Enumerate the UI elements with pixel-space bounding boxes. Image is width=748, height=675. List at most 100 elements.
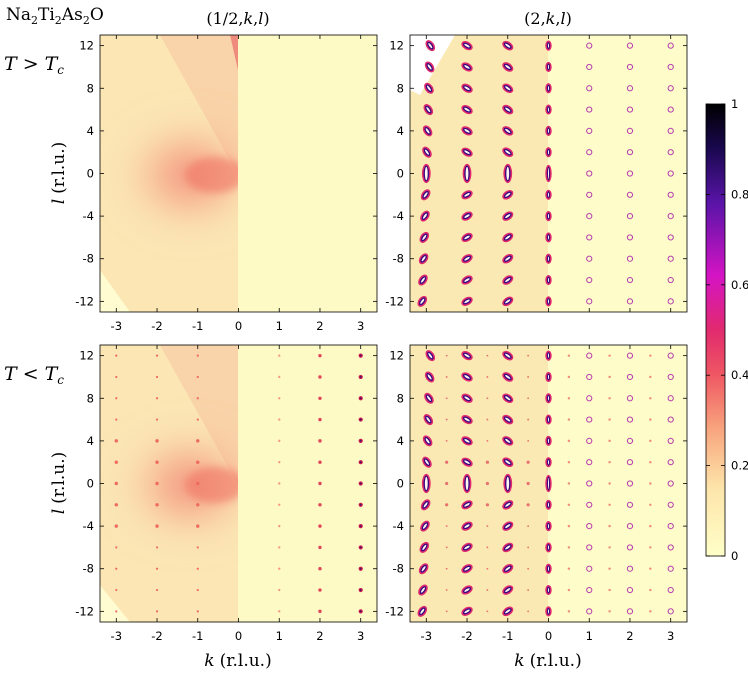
x-tick-label: 1 <box>276 319 283 333</box>
peak-center <box>505 545 511 550</box>
peak-dot <box>527 567 530 570</box>
peak-dot <box>486 589 489 591</box>
peak-ring <box>667 85 674 92</box>
peak-dot <box>649 503 652 507</box>
peak-center <box>548 438 549 443</box>
peak-dot <box>608 375 611 379</box>
peak-ring <box>667 234 674 241</box>
peak-center <box>464 65 470 69</box>
peak-center <box>505 43 511 48</box>
peak-center <box>425 459 429 465</box>
peak-ring <box>667 544 674 551</box>
peak-center <box>548 235 549 240</box>
peak-dot <box>115 567 118 570</box>
peak-dot <box>526 503 530 507</box>
peak-ring <box>586 586 593 594</box>
peak-ring <box>586 544 593 551</box>
peak-ring <box>586 416 593 423</box>
peak-dot <box>527 546 530 549</box>
peak-dot <box>445 439 448 442</box>
peak-center <box>548 477 549 490</box>
peak-center <box>465 476 469 491</box>
peak-dot <box>608 460 611 464</box>
panel-bottom-left <box>100 345 377 622</box>
colorbar: 1 0.8 0.6 0.4 0.2 0 <box>705 97 748 563</box>
peak-dot <box>155 524 159 528</box>
peak-dot <box>196 418 199 421</box>
peak-dot <box>608 610 611 613</box>
peak-center <box>427 64 432 70</box>
peak-center <box>464 609 470 614</box>
y-tick-label: -8 <box>393 562 404 576</box>
peak-center <box>423 502 428 508</box>
peak-dot <box>608 567 611 570</box>
peak-ring <box>626 395 634 402</box>
peak-dot <box>115 546 118 549</box>
peak-dot <box>527 589 530 591</box>
peak-center <box>505 214 511 219</box>
peak-dot <box>359 610 362 613</box>
peak-center <box>548 167 549 180</box>
peak-dot <box>527 354 530 357</box>
peak-dot <box>608 503 611 507</box>
peak-dot <box>196 588 199 592</box>
peak-dot <box>155 460 159 464</box>
peak-center <box>548 192 549 197</box>
y-tick-label: 12 <box>389 349 404 363</box>
peak-dot <box>196 397 199 400</box>
peak-dot <box>608 588 611 592</box>
peak-dot <box>115 588 118 592</box>
peak-dot <box>115 610 118 613</box>
peak-center <box>548 374 549 380</box>
peak-dot <box>486 376 489 378</box>
peak-ring <box>586 298 593 305</box>
peak-ring <box>626 501 634 508</box>
x-tick-label: -1 <box>192 319 203 333</box>
peak-ring <box>626 127 634 134</box>
peak-center <box>548 587 549 593</box>
peak-ring <box>586 352 593 359</box>
peak-ring <box>667 586 674 594</box>
peak-dot <box>486 354 489 357</box>
peak-dot <box>318 439 322 443</box>
peak-center <box>421 256 426 262</box>
peak-ring <box>586 234 593 241</box>
peak-dot <box>155 610 159 613</box>
peak-center <box>548 545 549 550</box>
peak-center <box>505 150 511 155</box>
peak-center <box>506 476 510 491</box>
peak-center <box>424 476 428 491</box>
peak-dot <box>567 482 571 485</box>
colorbar-tick-label: 0.8 <box>731 187 748 201</box>
x-tick-label: 2 <box>316 629 323 643</box>
peak-ring <box>586 63 593 71</box>
peak-dot <box>278 588 281 592</box>
peak-dot <box>155 567 159 570</box>
x-tick-label: -3 <box>111 319 122 333</box>
peak-dot <box>445 503 449 507</box>
peak-dot <box>278 567 281 570</box>
peak-center <box>505 588 511 592</box>
peak-dot <box>567 418 571 421</box>
peak-dot <box>567 397 571 400</box>
peak-ring <box>626 276 634 284</box>
peak-center <box>464 460 470 464</box>
peak-dot <box>278 354 281 357</box>
peak-ring <box>586 373 593 381</box>
peak-ring <box>626 42 634 49</box>
peak-dot <box>445 525 448 528</box>
peak-ring <box>586 608 593 615</box>
peak-dot <box>196 610 199 613</box>
peak-dot <box>359 589 362 591</box>
peak-center <box>505 417 511 422</box>
peak-dot <box>486 610 489 613</box>
peak-dot <box>567 610 571 613</box>
row-label-above: T > Tc <box>4 53 64 77</box>
y-tick-label: -12 <box>385 294 404 308</box>
peak-center <box>548 86 549 91</box>
peak-dot <box>486 546 489 549</box>
x-tick-label: 0 <box>235 319 242 333</box>
peak-dot <box>445 397 448 400</box>
colorbar-tick-label: 0.2 <box>731 459 748 473</box>
peak-dot <box>526 460 530 464</box>
